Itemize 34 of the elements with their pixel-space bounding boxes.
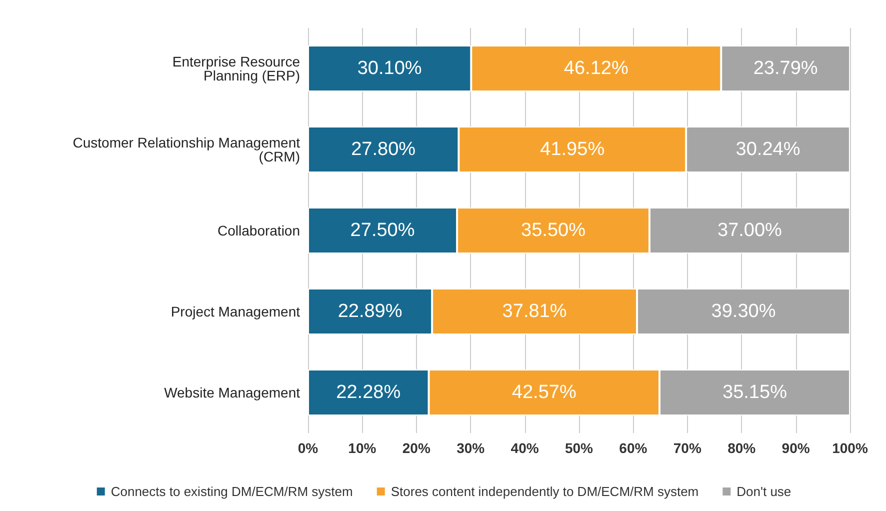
x-tick-label: 70% [673,440,702,456]
data-label: 35.50% [521,220,586,241]
legend-label: Connects to existing DM/ECM/RM system [110,484,353,499]
x-tick-label: 30% [456,440,486,456]
data-label: 41.95% [540,139,605,160]
x-tick-label: 0% [298,440,319,456]
y-tick-label: Customer Relationship Management (CRM) [72,134,300,164]
data-label: 35.15% [722,382,788,403]
data-label: 37.81% [502,301,567,322]
data-label: 42.57% [512,382,576,403]
data-label: 22.89% [338,301,402,322]
y-tick-label: Project Management [170,304,300,320]
data-label: 27.50% [350,220,415,241]
data-label: 23.79% [753,58,818,79]
data-label: 22.28% [336,382,401,403]
data-label: 37.00% [718,220,782,241]
x-tick-label: 10% [348,440,377,456]
data-label: 30.10% [357,58,422,79]
y-tick-label: Collaboration [218,222,300,238]
x-tick-label: 100% [832,440,868,456]
legend-label: Stores content independently to DM/ECM/RM system [390,484,699,499]
x-tick-label: 20% [402,440,431,456]
x-tick-label: 90% [782,440,810,456]
legend-label: Don't use [736,484,792,499]
data-label: 30.24% [736,139,800,160]
data-label: 39.30% [711,301,776,322]
y-tick-label: Website Management [164,384,300,400]
x-tick-label: 50% [564,440,594,456]
x-tick-label: 60% [619,440,648,456]
data-label: 46.12% [564,58,628,79]
data-label: 27.80% [351,139,416,160]
x-tick-label: 40% [510,440,540,456]
y-tick-label: Enterprise Resource Planning (ERP) [172,54,300,84]
x-tick-label: 80% [728,440,756,456]
